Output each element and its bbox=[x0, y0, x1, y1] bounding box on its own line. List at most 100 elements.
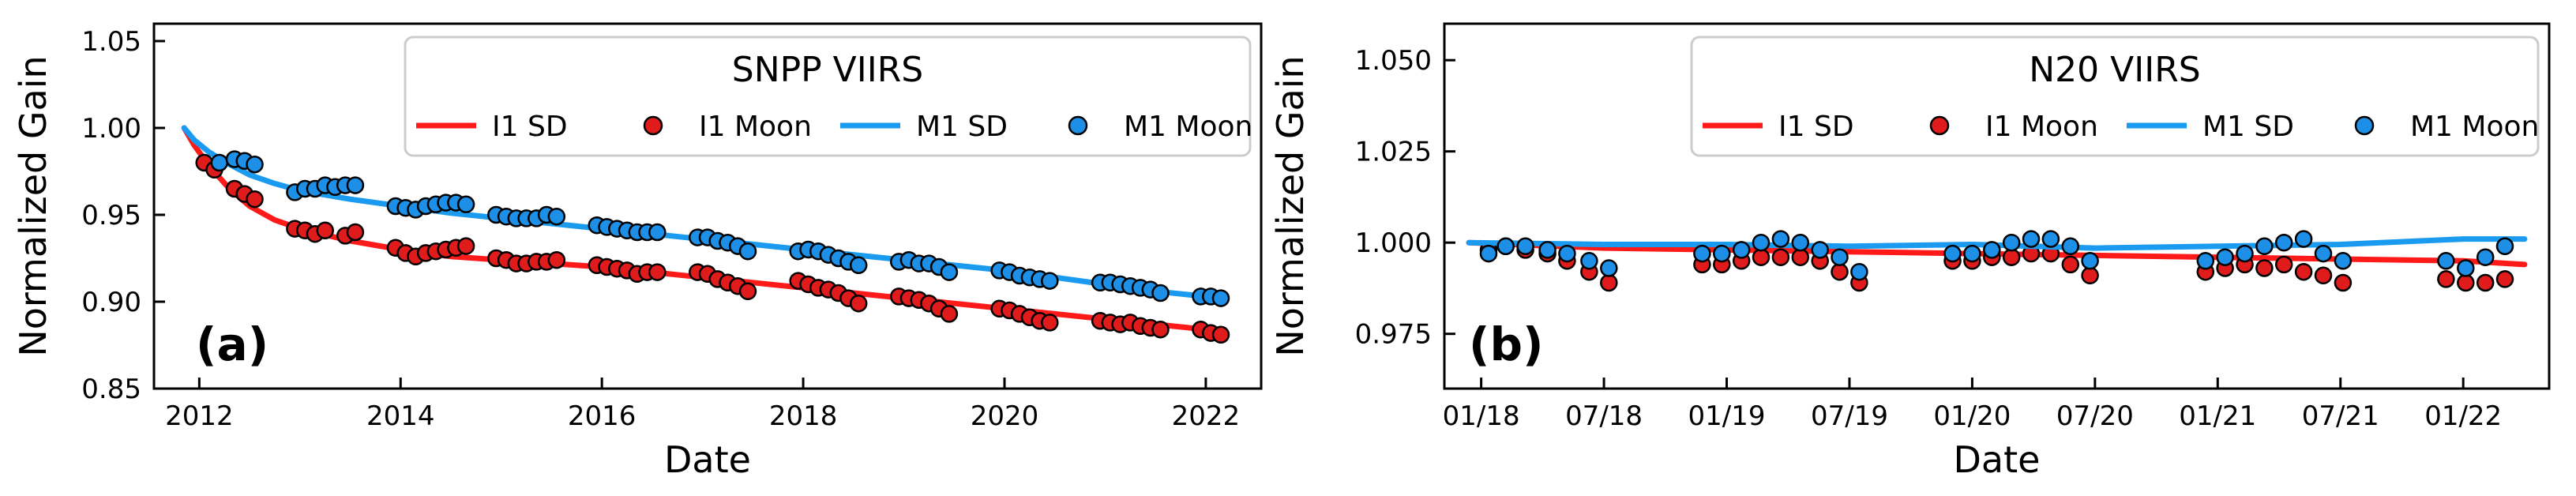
panel-b-series-i1-moon-point bbox=[2314, 266, 2333, 285]
panel-b-series-m1-moon-point bbox=[2274, 233, 2293, 252]
panel-a-y-tick-label: 0.95 bbox=[81, 200, 141, 231]
panel-b-series-m1-moon-point bbox=[2081, 252, 2099, 270]
panel-b-series-m1-moon-point bbox=[1963, 244, 1981, 263]
panel-a-series-i1-moon-point bbox=[316, 221, 334, 240]
panel-a-legend-box bbox=[404, 36, 1252, 157]
panel-a-x-axis-title: Date bbox=[664, 438, 751, 481]
panel-b-series-i1-moon-point bbox=[2061, 255, 2080, 274]
panel-a-series-i1-moon-point bbox=[1211, 325, 1230, 344]
panel-b-legend: N20 VIIRS I1 SD I1 Moon M1 SD M1 Moon bbox=[1690, 36, 2540, 157]
panel-b-series-m1-moon-point bbox=[2041, 230, 2060, 248]
panel-b-legend-entry-m1-moon-label: M1 Moon bbox=[2410, 111, 2539, 143]
panel-b-legend-entry-i1-sd-label: I1 SD bbox=[1778, 111, 1854, 143]
panel-b-series-m1-moon-point bbox=[1752, 233, 1771, 252]
panel-a-legend: SNPP VIIRS I1 SD I1 Moon M1 SD M1 Moon bbox=[404, 36, 1252, 157]
panel-b-series-i1-moon-point bbox=[1752, 248, 1771, 266]
panel-a-legend-entry-m1-sd-label: M1 SD bbox=[916, 111, 1008, 143]
panel-a-x-tick-label: 2020 bbox=[971, 400, 1039, 432]
panel-a-legend-entry-i1-moon: I1 Moon bbox=[643, 111, 812, 143]
panel-b-series-m1-moon-point bbox=[2476, 248, 2495, 266]
panel-b-x-axis-title: Date bbox=[1954, 438, 2041, 481]
panel-b-series-i1-moon-point bbox=[2255, 259, 2274, 277]
panel-b-series-m1-moon-point bbox=[1538, 241, 1556, 259]
panel-b-series-m1-moon-point bbox=[1558, 244, 1576, 263]
panel-b-series-m1-moon-point bbox=[1496, 237, 1515, 256]
panel-b-series-m1-moon-point bbox=[1850, 262, 1868, 281]
panel-a-legend-entry-i1-sd: I1 SD bbox=[416, 111, 568, 143]
panel-b-series-i1-moon-point bbox=[2274, 255, 2293, 274]
panel-a-series-m1-moon-point bbox=[738, 242, 757, 261]
panel-a-series-m1-moon-point bbox=[210, 153, 229, 172]
panel-b-series-i1-moon-point bbox=[2002, 248, 2021, 266]
panel-a-plot-frame bbox=[152, 22, 1263, 390]
panel-a-series-i1-moon-point bbox=[456, 237, 475, 255]
panel-b-series-m1-moon-point bbox=[2216, 248, 2234, 266]
panel-b-y-axis-title: Normalized Gain bbox=[1269, 55, 1312, 356]
panel-b-series-m1-moon-point bbox=[1831, 248, 1849, 266]
panel-b-legend-box bbox=[1690, 36, 2540, 157]
panel-b-series-i1-moon-point bbox=[1771, 248, 1790, 266]
panel-a-series-i1-moon-point bbox=[738, 282, 757, 301]
panel-b-y-tick-label: 0.975 bbox=[1355, 319, 1432, 351]
panel-b-series-m1-moon-point bbox=[2457, 259, 2475, 277]
panel-b-series-m1-moon-point bbox=[2236, 244, 2254, 263]
panel-b-legend-entry-m1-sd: M1 SD bbox=[2127, 111, 2294, 143]
panel-a-series-i1-moon-point bbox=[547, 250, 566, 269]
panel-a-series-m1-moon-point bbox=[1211, 289, 1230, 307]
panel-a-legend-title: SNPP VIIRS bbox=[732, 50, 923, 90]
panel-a-series-m1-moon bbox=[210, 150, 1230, 307]
panel-a-series-i1-moon-point bbox=[849, 294, 868, 313]
panel-b-tag: (b) bbox=[1469, 318, 1544, 371]
panel-b-series-i1-moon-point bbox=[2081, 266, 2099, 285]
panel-b-series-i1-moon-point bbox=[2334, 273, 2353, 292]
panel-a-legend-entry-m1-moon: M1 Moon bbox=[1068, 111, 1252, 143]
panel-b-series-m1-moon-point bbox=[1811, 241, 1829, 259]
panel-a-series-m1-moon-point bbox=[246, 155, 264, 174]
panel-b-series-m1-moon-point bbox=[1600, 259, 1618, 277]
panel-a-series-m1-moon-point bbox=[1151, 284, 1170, 302]
panel-a-legend-entry-m1-moon-label: M1 Moon bbox=[1124, 111, 1252, 143]
panel-b-series-m1-moon-point bbox=[2002, 233, 2021, 252]
panel-b-series-m1-moon-point bbox=[1771, 230, 1790, 248]
panel-a-x-tick-label: 2014 bbox=[366, 400, 435, 432]
panel-a-series-i1-moon-point bbox=[1151, 320, 1170, 339]
panel-b-series-m1-moon-point bbox=[2437, 252, 2455, 270]
panel-b-legend-entry-i1-moon-swatch bbox=[1929, 115, 1950, 136]
panel-a-series-m1-moon-point bbox=[940, 263, 959, 281]
panel-b-series-i1-moon-point bbox=[1600, 273, 1618, 292]
panel-b-y-tick-label: 1.000 bbox=[1355, 227, 1432, 259]
panel-b-x-tick-label: 01/18 bbox=[1443, 400, 1520, 432]
panel-b-legend-entry-m1-sd-label: M1 SD bbox=[2202, 111, 2294, 143]
panel-a-legend-entry-m1-moon-swatch bbox=[1068, 115, 1088, 136]
panel-a-series-i1-moon-point bbox=[648, 263, 667, 281]
panel-a-y-tick-label: 0.90 bbox=[81, 287, 141, 318]
panel-b-series-i1-moon-point bbox=[1791, 248, 1810, 266]
panel-b-legend-entry-i1-moon: I1 Moon bbox=[1929, 111, 2098, 143]
panel-a-legend-entry-i1-moon-label: I1 Moon bbox=[699, 111, 812, 143]
panel-a-x-tick-label: 2016 bbox=[568, 400, 636, 432]
panel-b-legend-entry-m1-moon-swatch bbox=[2354, 115, 2375, 136]
panel-b-series-m1-moon-point bbox=[1693, 244, 1711, 263]
panel-b-legend-entry-m1-moon: M1 Moon bbox=[2354, 111, 2539, 143]
panel-b-plot-frame bbox=[1443, 22, 2551, 390]
panel-b-series-m1-moon-point bbox=[2314, 244, 2333, 263]
panel-a-x-tick-label: 2018 bbox=[769, 400, 838, 432]
panel-a: 2012 2014 2016 2018 2020 2022 0.85 0.90 0.95 1.00… bbox=[12, 22, 1263, 481]
panel-a-series-i1-moon-point bbox=[346, 223, 365, 242]
panel-b-series-m1-moon-point bbox=[2022, 230, 2041, 248]
panel-b-series-m1-moon-point bbox=[2294, 230, 2313, 248]
panel-a-legend-entry-i1-moon-swatch bbox=[643, 115, 663, 136]
panel-a-data bbox=[181, 125, 1230, 344]
panel-b-series-i1-moon-point bbox=[2495, 270, 2514, 288]
panel-a-series-i1-moon-point bbox=[246, 190, 264, 209]
panel-b: 01/18 07/18 01/19 07/19 01/20 07/20 01/21 07/21… bbox=[1269, 22, 2551, 481]
panel-b-series-m1-moon-point bbox=[1943, 244, 1962, 263]
panel-b-x-tick-label: 01/20 bbox=[1933, 400, 2011, 432]
panel-b-series-m1-moon bbox=[1479, 230, 2514, 281]
panel-a-series-m1-moon-point bbox=[849, 256, 868, 275]
panel-a-y-tick-label: 1.00 bbox=[81, 113, 141, 145]
panel-b-y-tick-label: 1.025 bbox=[1355, 137, 1432, 168]
panel-b-series-i1-moon-point bbox=[2457, 273, 2475, 292]
panel-b-series-m1-moon-point bbox=[1516, 237, 1534, 256]
